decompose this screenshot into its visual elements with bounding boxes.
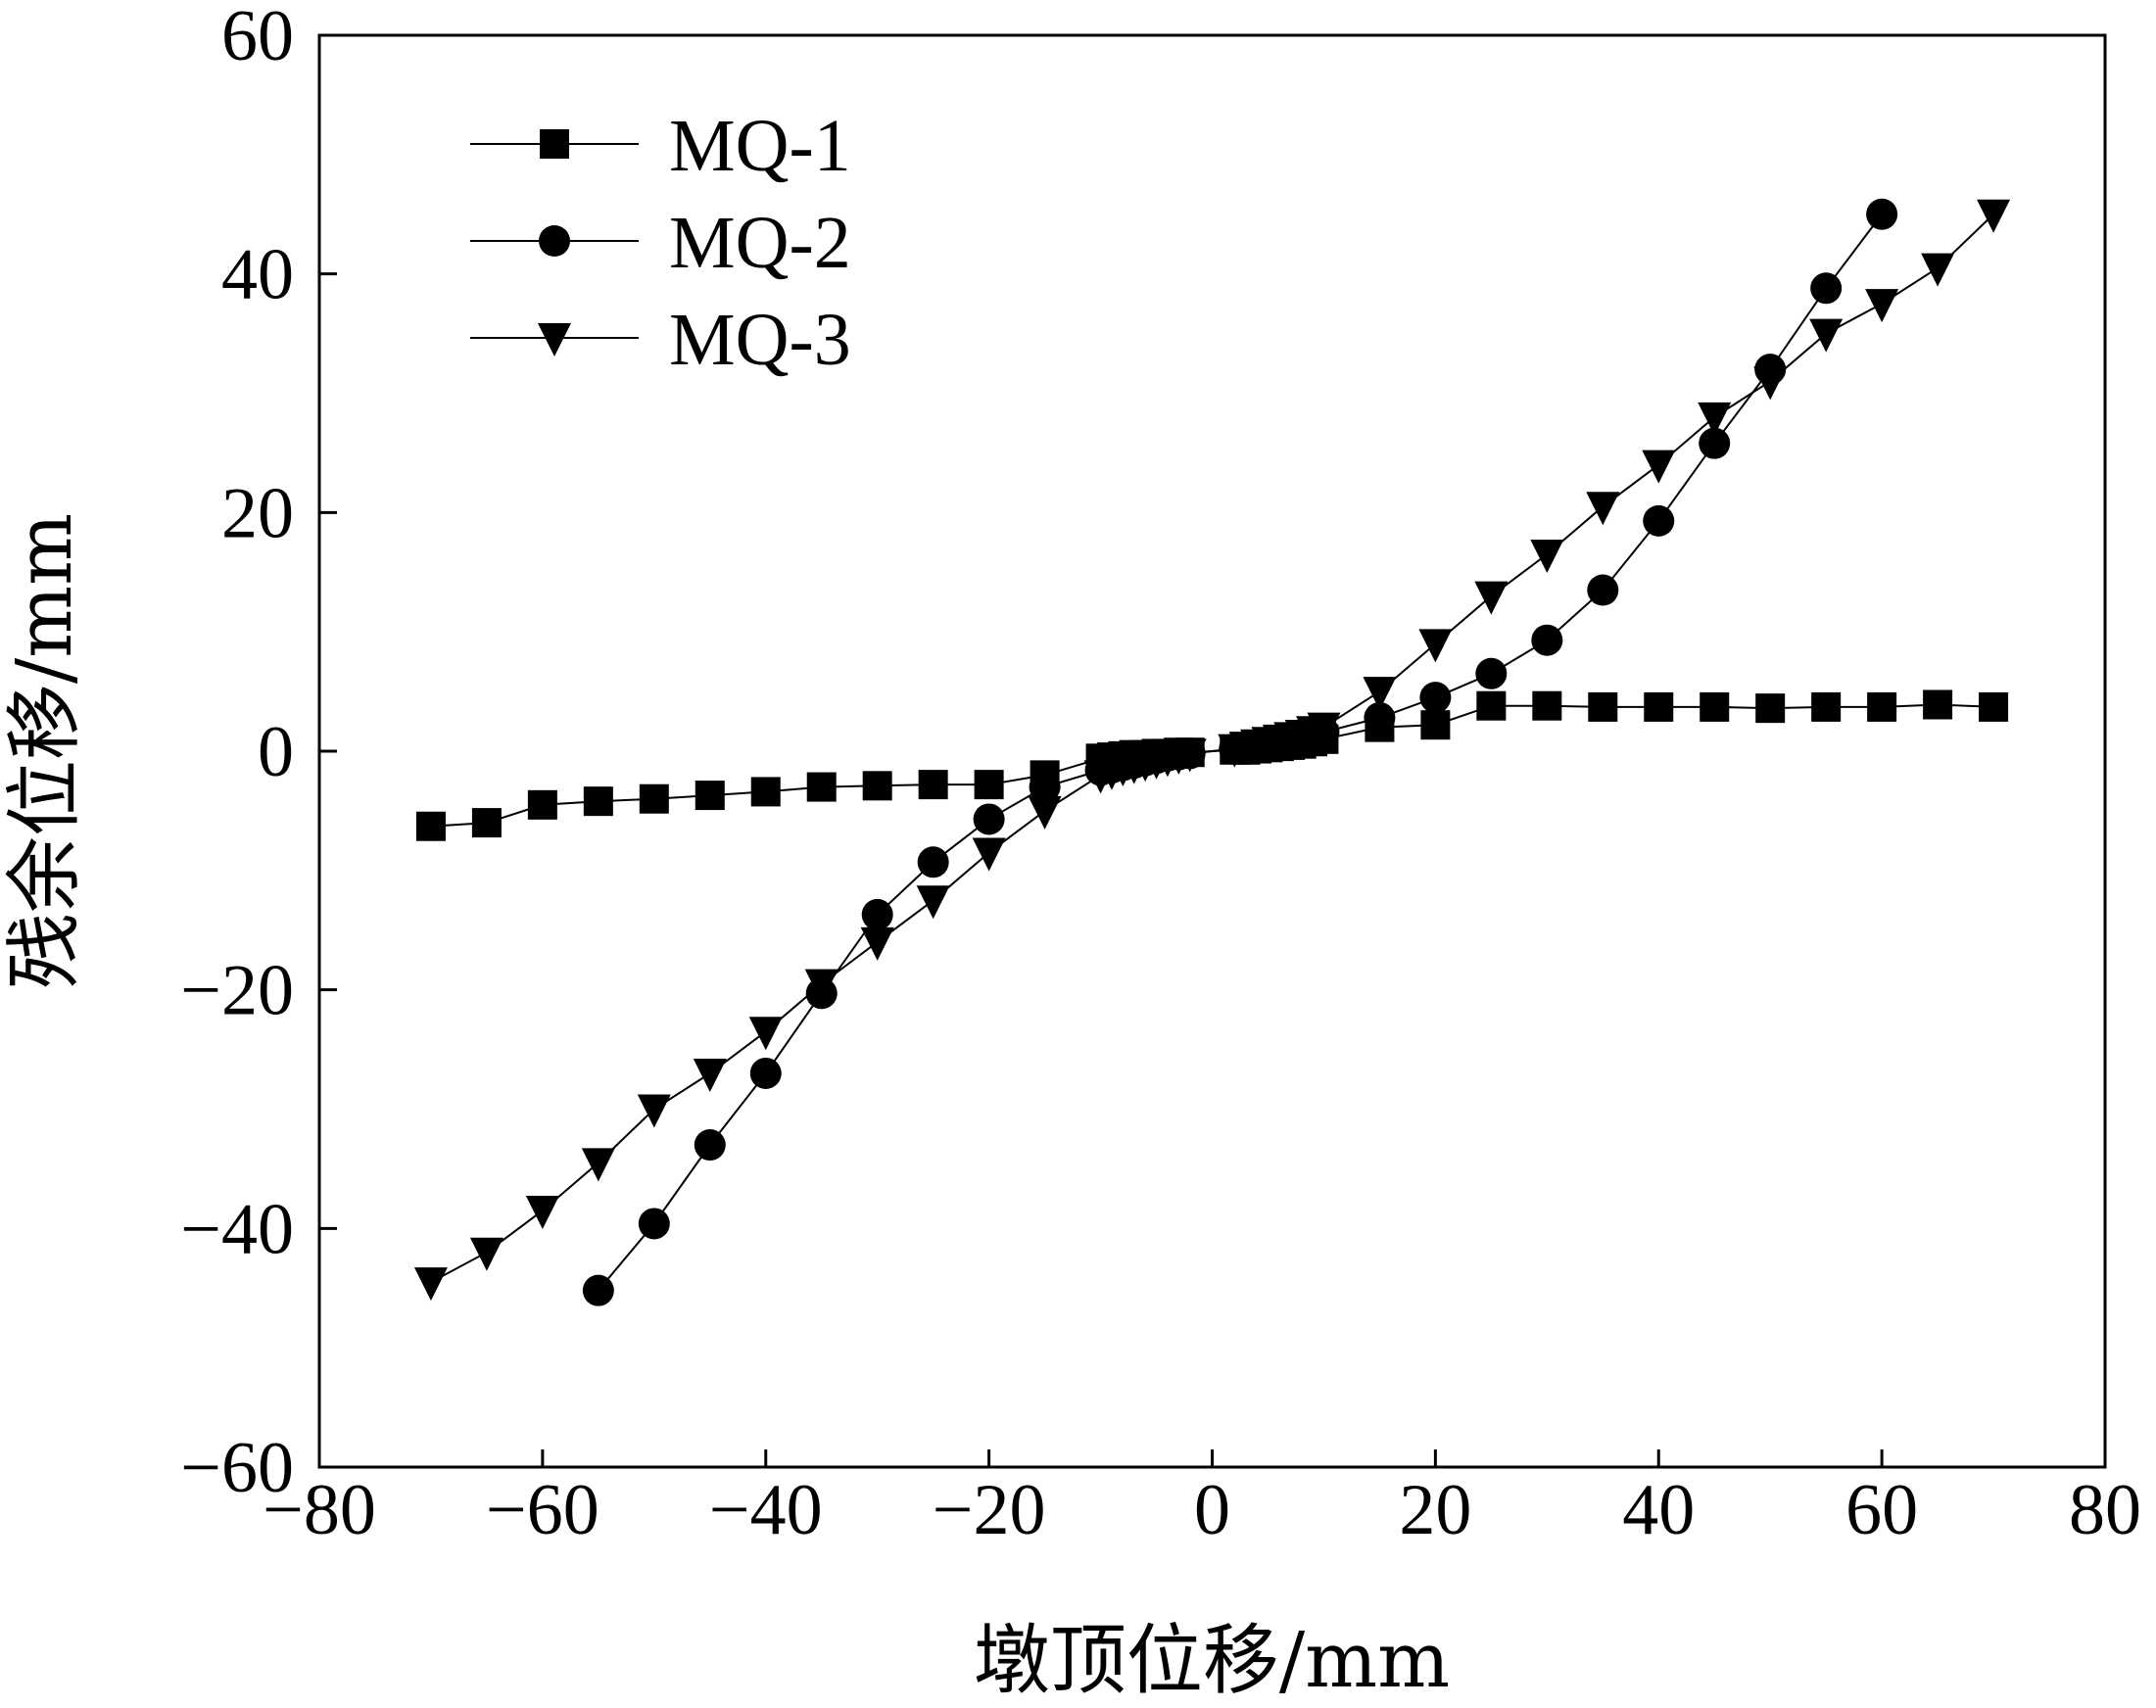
- data-point: [750, 777, 781, 807]
- data-point: [695, 781, 725, 811]
- data-point: [1921, 253, 1955, 287]
- data-point: [1699, 427, 1731, 459]
- data-point: [1307, 712, 1341, 746]
- data-point: [748, 1017, 783, 1051]
- data-point: [1532, 690, 1562, 721]
- data-point: [1530, 539, 1564, 573]
- data-point: [1809, 318, 1844, 353]
- x-tick-label: −60: [486, 1470, 599, 1550]
- data-point: [1476, 690, 1507, 721]
- data-point: [583, 786, 613, 817]
- data-point: [1419, 682, 1452, 714]
- data-point: [639, 783, 669, 814]
- legend-marker: [538, 323, 571, 356]
- data-point: [581, 1148, 615, 1182]
- data-point: [694, 1129, 726, 1162]
- data-point: [916, 885, 950, 920]
- legend: MQ-1 MQ-2 MQ-3: [470, 105, 851, 381]
- data-point: [972, 837, 1006, 872]
- data-point: [1644, 691, 1674, 722]
- x-tick-label: 60: [1845, 1470, 1918, 1550]
- data-point: [917, 846, 949, 878]
- data-point: [973, 803, 1005, 835]
- series-MQ-1: [415, 689, 2009, 841]
- legend-marker: [540, 129, 569, 159]
- legend-marker: [539, 225, 570, 257]
- y-tick-label: 40: [221, 235, 294, 315]
- y-tick-label: −40: [180, 1189, 294, 1269]
- y-tick-label: 0: [258, 712, 294, 792]
- data-point: [1420, 710, 1451, 740]
- y-tick-label: −20: [180, 951, 294, 1031]
- data-point: [1531, 624, 1563, 656]
- legend-label: MQ-1: [669, 105, 851, 187]
- data-point: [860, 926, 894, 961]
- data-point: [1977, 199, 2011, 233]
- data-point: [1588, 691, 1618, 722]
- data-point: [1698, 402, 1732, 436]
- data-point: [1586, 492, 1620, 526]
- x-tick-label: 0: [1194, 1470, 1230, 1550]
- data-point: [1700, 691, 1730, 722]
- data-point: [1866, 198, 1898, 230]
- data-point: [471, 808, 502, 838]
- x-tick-label: −20: [933, 1470, 1046, 1550]
- data-point: [1753, 366, 1788, 401]
- data-point: [693, 1058, 727, 1092]
- series-layer: [413, 198, 2011, 1306]
- data-point: [1810, 272, 1843, 305]
- data-point: [806, 772, 837, 802]
- data-point: [415, 811, 446, 841]
- data-point: [918, 770, 948, 800]
- data-point: [1474, 581, 1509, 615]
- data-point: [1865, 289, 1899, 323]
- y-tick-label: −60: [180, 1428, 294, 1508]
- data-point: [582, 1274, 614, 1306]
- data-point: [527, 789, 557, 820]
- legend-label: MQ-3: [669, 299, 851, 381]
- series-MQ-3: [413, 199, 2011, 1302]
- data-point: [1418, 629, 1453, 663]
- data-point: [638, 1208, 670, 1240]
- data-point: [1363, 677, 1397, 711]
- data-point: [1979, 691, 2009, 722]
- data-point: [1364, 701, 1396, 734]
- y-tick-label: 20: [221, 473, 294, 553]
- legend-entry: MQ-1: [470, 105, 851, 187]
- data-point: [413, 1267, 448, 1302]
- legend-label: MQ-2: [669, 202, 851, 284]
- data-point: [1755, 693, 1786, 724]
- x-axis-title: 墩顶位移/mm: [974, 1617, 1450, 1705]
- data-point: [861, 898, 893, 930]
- data-point: [1587, 574, 1619, 606]
- data-point: [1642, 450, 1676, 484]
- data-point: [974, 770, 1004, 800]
- x-tick-label: 20: [1399, 1470, 1471, 1550]
- data-point: [1867, 691, 1897, 722]
- y-axis-title: 残余位移/mm: [1, 513, 89, 989]
- data-point: [749, 1057, 782, 1089]
- legend-entry: MQ-3: [470, 299, 851, 381]
- data-point: [1923, 689, 1953, 720]
- data-point: [1475, 657, 1508, 689]
- data-point: [1028, 795, 1062, 830]
- x-tick-label: 40: [1622, 1470, 1695, 1550]
- legend-entry: MQ-2: [470, 202, 851, 284]
- data-point: [469, 1237, 503, 1271]
- data-point: [525, 1196, 559, 1230]
- x-tick-label: 80: [2069, 1470, 2141, 1550]
- data-point: [804, 969, 838, 1003]
- y-tick-label: 60: [221, 0, 294, 76]
- x-tick-label: −40: [709, 1470, 823, 1550]
- data-point: [637, 1094, 671, 1128]
- data-point: [862, 771, 892, 801]
- x-tick-label: −80: [263, 1470, 376, 1550]
- data-point: [1173, 738, 1207, 773]
- data-point: [1811, 691, 1842, 722]
- data-point: [1643, 504, 1675, 537]
- data-point: [1029, 771, 1061, 803]
